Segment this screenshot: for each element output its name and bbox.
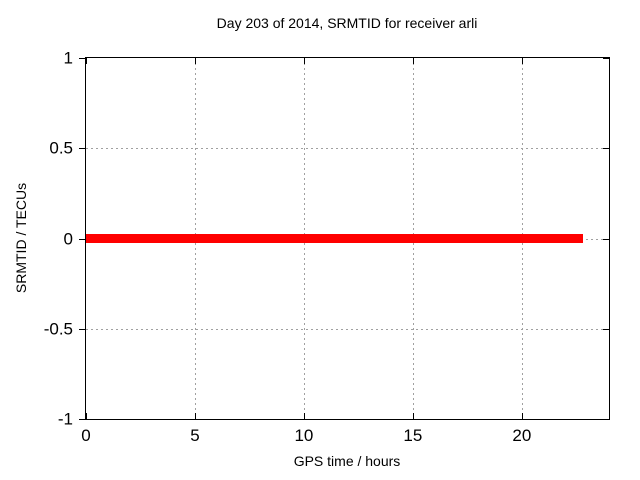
x-tick-bottom (521, 413, 523, 419)
y-tick-left (79, 238, 86, 240)
plot-area: 0 5 10 15 20 1 0.5 0 -0.5 -1 (44, 50, 610, 444)
x-tick-top (86, 58, 87, 64)
x-tick-bottom (303, 413, 305, 419)
x-tick-bottom (194, 413, 196, 419)
x-tick-bottom (86, 413, 87, 419)
y-tick-left (79, 58, 86, 59)
x-tick-label: 20 (512, 426, 532, 445)
y-tick-label: 0.5 (49, 138, 73, 158)
y-tick-right (603, 148, 609, 150)
y-gridline (86, 328, 609, 330)
y-axis-label: SRMTID / TECUs (13, 182, 29, 294)
y-tick-label: -1 (57, 409, 73, 429)
y-tick-right (603, 419, 609, 420)
y-tick-label: 0 (63, 229, 73, 248)
y-gridline (86, 148, 609, 150)
x-tick-bottom (412, 413, 414, 419)
y-tick-right (603, 328, 609, 330)
series-line-srmtid (86, 234, 583, 243)
x-tick-label: 10 (294, 426, 314, 445)
y-tick-right (603, 58, 609, 59)
x-tick-top (194, 58, 196, 64)
x-tick-label: 5 (190, 426, 200, 445)
y-tick-label: 1 (63, 48, 73, 68)
x-tick-top (412, 58, 414, 64)
y-tick-right (603, 238, 609, 240)
x-axis-label: GPS time / hours (293, 453, 401, 469)
y-tick-label: -0.5 (43, 319, 73, 339)
y-tick-left (79, 328, 86, 330)
chart-title: Day 203 of 2014, SRMTID for receiver arl… (216, 15, 478, 31)
x-tick-top (303, 58, 305, 64)
y-tick-left (79, 419, 86, 420)
y-tick-left (79, 148, 86, 150)
x-tick-top (521, 58, 523, 64)
x-tick-label: 0 (81, 426, 91, 445)
x-tick-label: 15 (403, 426, 423, 445)
